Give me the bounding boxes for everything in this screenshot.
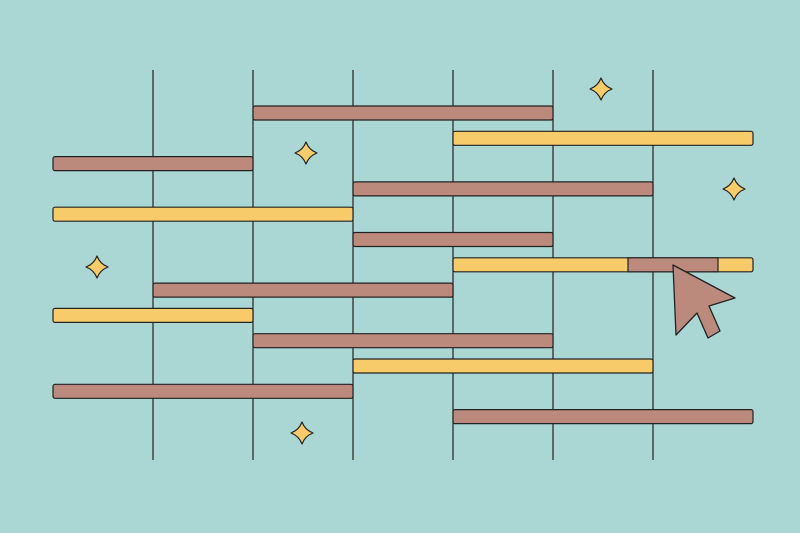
- sparkle-icon: [85, 255, 109, 279]
- timeline-bar: [352, 181, 654, 197]
- sparkle-icon: [294, 141, 318, 165]
- timeline-bar: [352, 231, 554, 248]
- timeline-bars: [52, 105, 754, 425]
- timeline-bar: [252, 333, 554, 349]
- timeline-bar: [452, 409, 754, 425]
- sparkle-icon: [722, 177, 746, 201]
- pointer-cursor-shape: [672, 264, 736, 339]
- timeline-bar: [52, 307, 254, 323]
- timeline-bar: [152, 282, 454, 298]
- timeline-bar: [252, 105, 554, 121]
- timeline-bar: [452, 130, 754, 146]
- sparkle-icon: [589, 77, 613, 101]
- timeline-bar: [52, 206, 354, 222]
- timeline-bar: [52, 156, 254, 172]
- sparkle-icon: [290, 421, 314, 445]
- timeline-bar: [352, 358, 654, 374]
- sparkles: [85, 77, 746, 445]
- timeline-bar: [52, 383, 354, 399]
- pointer-cursor-icon: [672, 264, 736, 339]
